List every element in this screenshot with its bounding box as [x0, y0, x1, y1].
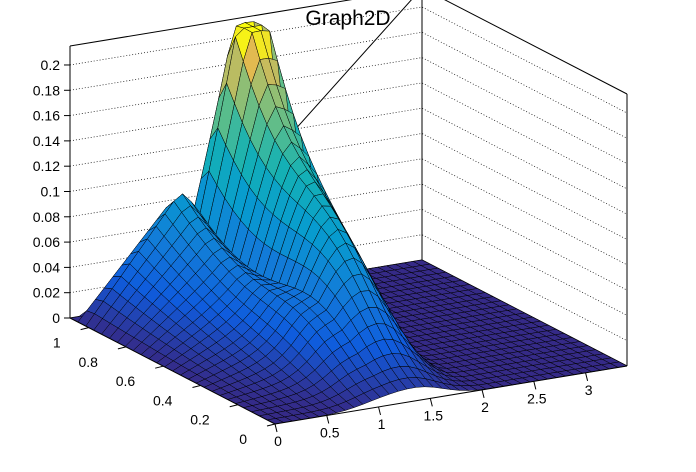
z-gridline: [69, 209, 628, 316]
z-tick-label: 0.14: [33, 133, 60, 149]
y-tick-label: 0.6: [116, 373, 136, 389]
z-gridline: [69, 234, 628, 342]
z-tick-label: 0.06: [33, 234, 60, 250]
y-axis-line: [69, 317, 276, 425]
y-tick: [80, 327, 89, 331]
z-tick-label: 0.12: [33, 158, 60, 174]
z-tick-label: 0.04: [33, 259, 60, 275]
z-gridline: [69, 6, 628, 114]
x-tick-label: 0: [274, 433, 282, 449]
x-tick-label: 1: [378, 416, 386, 432]
axis-labels: 0 0.5 1 1.5 2 2.5 3 0 0.2 0.4 0.6 0.8 1 0 0.02 0.04 0.06…: [33, 57, 593, 449]
y-tick-label: 0: [239, 431, 247, 447]
x-tick: [326, 415, 330, 424]
y-tick: [266, 423, 276, 427]
x-tick-label: 1.5: [424, 407, 444, 423]
z-gridline: [69, 57, 628, 164]
y-tick-label: 0.8: [78, 354, 98, 370]
y-tick: [117, 346, 127, 350]
z-tick-label: 0.16: [33, 108, 60, 124]
back-top-edge-right: [444, 0, 628, 95]
z-gridline: [69, 107, 628, 215]
y-tick: [192, 384, 201, 388]
z-gridline: [69, 183, 628, 291]
z-gridline: [69, 82, 628, 190]
y-tick: [229, 404, 238, 408]
back-top-edge-left: [69, 0, 353, 47]
z-tick-label: 0.2: [41, 57, 61, 73]
x-tick: [274, 423, 278, 433]
x-tick-label: 2: [481, 399, 489, 415]
z-tick-label: 0.08: [33, 209, 60, 225]
z-tick-label: 0.02: [33, 285, 60, 301]
chart-title: Graph2D: [305, 7, 390, 30]
x-tick: [585, 372, 589, 381]
x-tick-label: 3: [585, 382, 593, 398]
x-tick-label: 0.5: [320, 424, 340, 440]
surface-mesh: [69, 21, 628, 425]
z-gridline: [69, 31, 628, 139]
x-tick: [429, 398, 433, 407]
y-tick-label: 1: [53, 335, 61, 351]
z-gridline: [69, 133, 628, 240]
y-tick-label: 0.4: [153, 392, 173, 408]
x-tick-label: 2.5: [527, 390, 547, 406]
chart-front-frame: [64, 46, 628, 433]
y-tick: [155, 365, 164, 369]
x-tick: [533, 381, 537, 390]
y-tick-label: 0.2: [190, 412, 210, 428]
x-tick: [481, 389, 485, 399]
chart-back-frame: [69, 0, 628, 367]
x-axis-line: [274, 365, 628, 425]
x-tick: [378, 406, 382, 416]
z-tick-label: 0.1: [41, 183, 61, 199]
z-gridline: [69, 158, 628, 266]
z-tick-label: 0: [52, 310, 60, 326]
z-tick-label: 0.18: [33, 82, 60, 98]
